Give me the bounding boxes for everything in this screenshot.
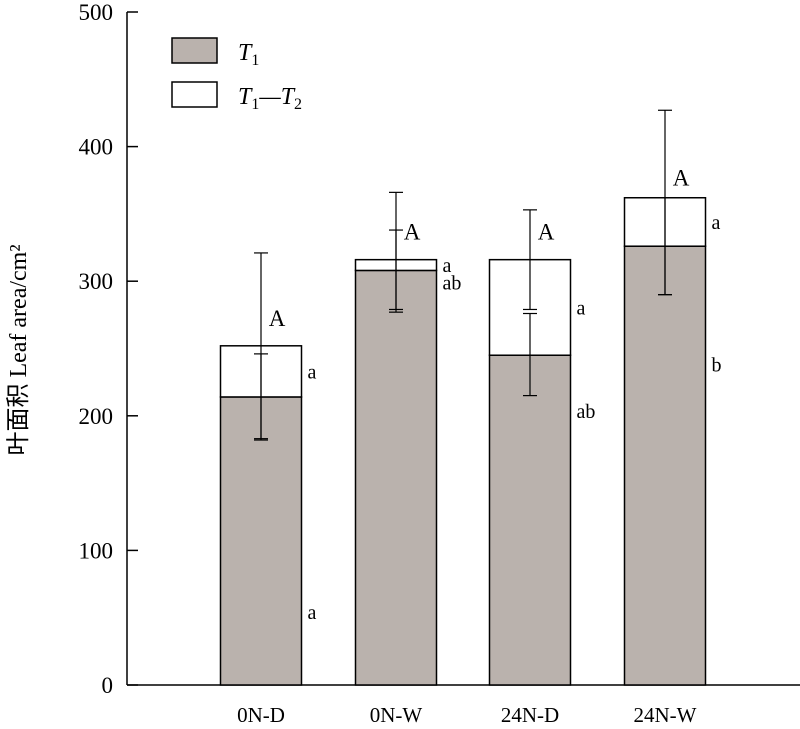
sig-letter-t1-0N-D: a [308, 602, 317, 624]
y-axis-label: 叶面积 Leaf area/cm² [5, 244, 32, 455]
sig-letter-t1-24N-D: ab [577, 401, 596, 423]
x-tick-label-0N-W: 0N-W [370, 703, 423, 727]
bar-t1-24N-W [623, 245, 707, 686]
x-tick-label-24N-D: 24N-D [501, 703, 559, 727]
legend: T1 T1—T2 [171, 37, 302, 113]
sig-letter-total-0N-D: A [269, 306, 286, 331]
bar-t1-0N-W [354, 269, 438, 686]
sig-letter-t1-24N-W: b [712, 354, 722, 376]
y-tick-label-0: 0 [102, 673, 114, 698]
y-tick-label-400: 400 [79, 135, 114, 160]
y-tick-label-500: 500 [79, 0, 114, 25]
sig-letter-t1t2-24N-D: a [577, 297, 586, 319]
legend-label-1: T1 [238, 40, 259, 69]
sig-letter-t1t2-0N-W: a [443, 255, 452, 277]
sig-letter-total-24N-D: A [538, 220, 555, 245]
sig-letter-total-24N-W: A [673, 166, 690, 191]
legend-label-2: T1—T2 [238, 84, 302, 113]
sig-letter-t1t2-24N-W: a [712, 212, 721, 234]
bars: 0N-D 0N-W 24N-D 24N-W [219, 196, 707, 727]
sig-letter-total-0N-W: A [404, 220, 421, 245]
y-tick-label-200: 200 [79, 404, 114, 429]
x-tick-label-0N-D: 0N-D [237, 703, 285, 727]
y-tick-label-300: 300 [79, 269, 114, 294]
axes: 0 100 200 300 400 500 [79, 0, 800, 698]
sig-letter-t1t2-0N-D: a [308, 361, 317, 383]
error-bars [254, 109, 672, 441]
sig-letter-t1-0N-W: ab [443, 272, 462, 294]
y-tick-label-100: 100 [79, 538, 114, 563]
x-tick-label-24N-W: 24N-W [634, 703, 697, 727]
bar-t1-0N-D [219, 396, 303, 686]
legend-swatch-2 [171, 81, 218, 108]
bar-t1-24N-D [488, 354, 572, 686]
legend-swatch-1 [171, 37, 218, 64]
